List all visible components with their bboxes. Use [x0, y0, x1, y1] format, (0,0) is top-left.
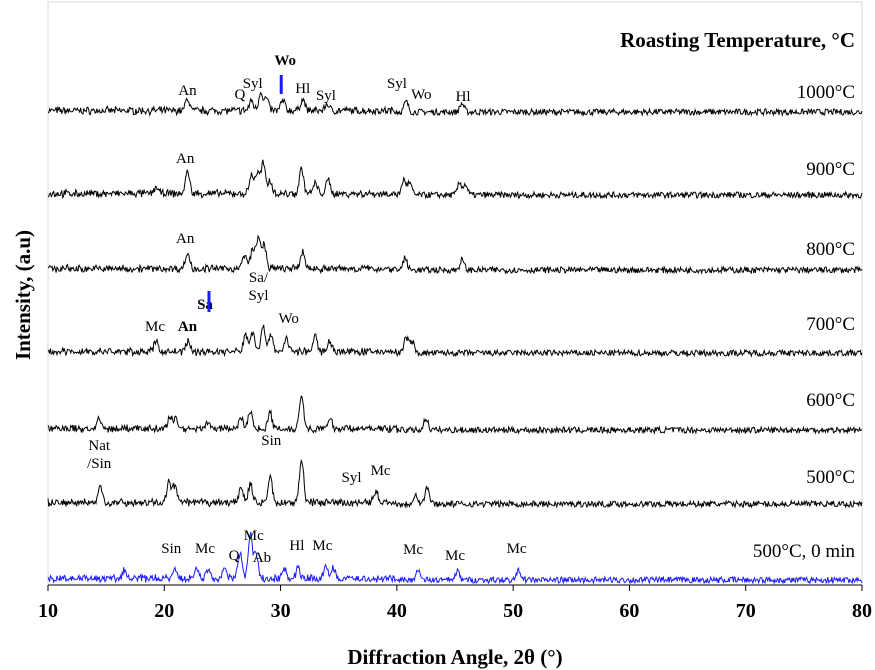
peak-annotation: Sa/: [249, 270, 269, 286]
x-tick-label: 30: [271, 600, 291, 622]
series-label-2: 900°C: [806, 159, 855, 180]
series-layer: [47, 91, 863, 585]
peak-annotation: An: [176, 151, 195, 167]
peak-annotation: Syl: [316, 88, 336, 104]
peak-annotation: Mc: [195, 541, 215, 557]
peak-annotation: Syl: [248, 288, 268, 304]
peak-annotation: Hl: [295, 81, 310, 97]
x-axis-ticks: 10 20 30 40 50 60 70 80: [38, 585, 872, 622]
peak-annotation: An: [178, 319, 198, 335]
series-line-3: [47, 234, 863, 275]
series-line-1: [47, 91, 863, 117]
series-label-1: 1000°C: [797, 82, 855, 103]
peak-annotation: Q: [234, 87, 245, 103]
peak-annotation: Q: [229, 548, 240, 564]
peak-annotation: An: [176, 231, 195, 247]
peak-annotation: Syl: [341, 470, 361, 486]
x-tick-label: 60: [619, 600, 639, 622]
legend-title: Roasting Temperature, °C: [620, 28, 855, 52]
series-line-2: [47, 159, 863, 200]
peak-annotation: Sin: [261, 433, 282, 449]
series-line-4: [47, 324, 863, 358]
peak-annotation: Hl: [456, 89, 471, 105]
series-label-7: 500°C, 0 min: [753, 541, 856, 562]
peak-annotation: An: [178, 83, 197, 99]
series-line-5: [47, 395, 863, 435]
peak-annotation: Sin: [161, 541, 182, 557]
x-tick-label: 40: [387, 600, 407, 622]
peak-annotation: Syl: [243, 76, 263, 92]
series-label-3: 800°C: [806, 239, 855, 260]
x-axis-title: Diffraction Angle, 2θ (°): [347, 645, 562, 669]
series-line-6: [47, 458, 863, 509]
series-label-5: 600°C: [806, 390, 855, 411]
peak-annotation: Nat: [88, 438, 110, 454]
series-label-6: 500°C: [806, 467, 855, 488]
peak-annotation: Wo: [274, 53, 296, 69]
peak-annotation: Syl: [387, 76, 407, 92]
peak-annotation: Hl: [289, 538, 304, 554]
peak-annotation: /Sin: [87, 456, 112, 472]
peak-annotation: Wo: [411, 87, 431, 103]
series-label-layer: 1000°C 900°C 800°C 700°C 600°C 500°C 500°C, 0 …: [753, 82, 856, 562]
peak-annotation: Mc: [145, 319, 165, 335]
peak-annotation: Mc: [244, 528, 264, 544]
x-tick-label: 50: [503, 600, 523, 622]
peak-annotation: Mc: [403, 542, 423, 558]
series-label-4: 700°C: [806, 314, 855, 335]
peak-annotation: Mc: [507, 541, 527, 557]
series-line-7: [47, 531, 863, 585]
peak-annotation: Ab: [253, 550, 271, 566]
y-axis-title: Intensity, (a.u): [11, 230, 35, 360]
x-tick-label: 10: [38, 600, 58, 622]
x-tick-label: 80: [852, 600, 872, 622]
x-tick-label: 20: [154, 600, 174, 622]
x-tick-label: 70: [736, 600, 756, 622]
peak-annotation: Mc: [371, 463, 391, 479]
peak-annotation: Sa: [197, 297, 213, 313]
peak-annotation: Mc: [312, 538, 332, 554]
peak-annotation: Mc: [445, 548, 465, 564]
peak-annotation: Wo: [278, 311, 298, 327]
